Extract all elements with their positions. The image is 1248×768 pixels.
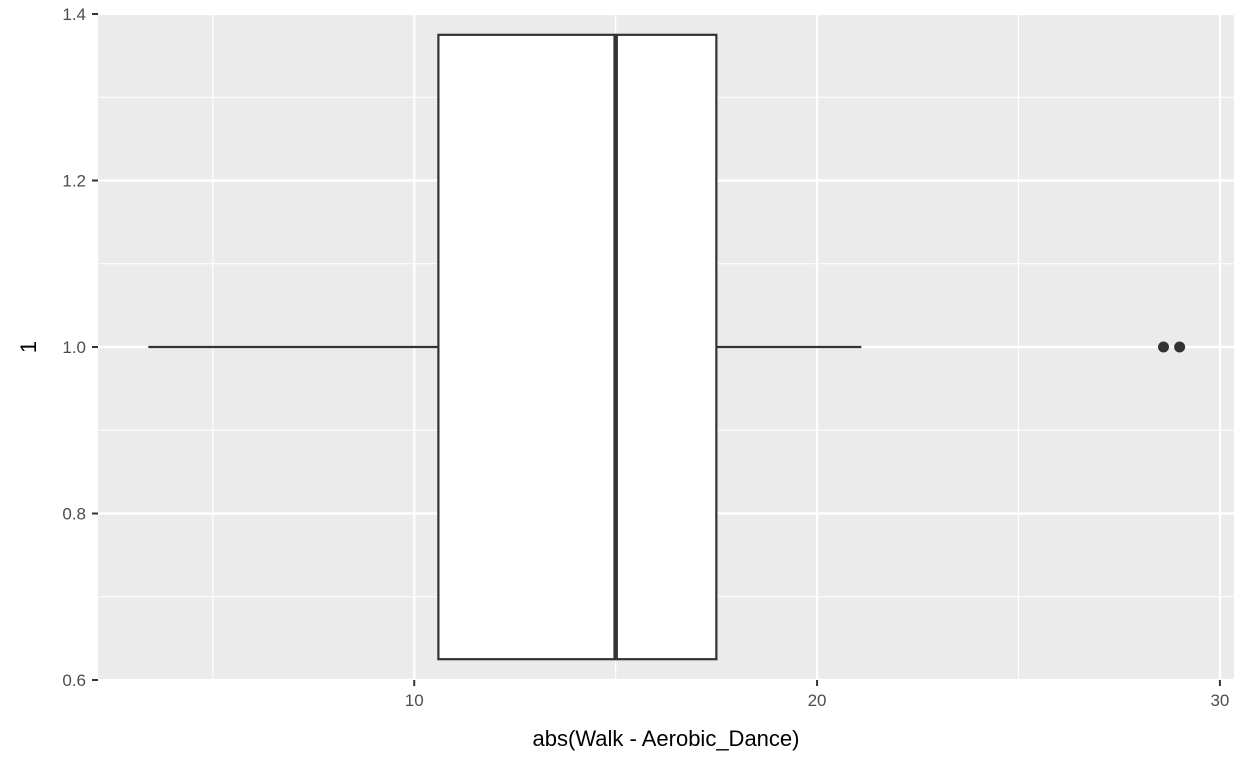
iqr-box [437, 33, 718, 661]
y-tick-label: 0.8 [62, 505, 86, 524]
x-tick-label: 10 [405, 691, 424, 710]
x-axis-title: abs(Walk - Aerobic_Dance) [533, 726, 800, 751]
boxplot-marks [148, 33, 1186, 661]
y-tick-label: 1.4 [62, 5, 86, 24]
outlier-point [1174, 341, 1186, 353]
y-tick-label: 1.0 [62, 338, 86, 357]
x-tick-label: 20 [808, 691, 827, 710]
outlier-point [1158, 341, 1170, 353]
y-axis-title: 1 [16, 341, 41, 353]
y-tick-label: 1.2 [62, 172, 86, 191]
y-tick-label: 0.6 [62, 671, 86, 690]
x-tick-label: 30 [1210, 691, 1229, 710]
axes: 10 20 30 0.6 0.8 1.0 1.2 1.4 [62, 5, 1229, 710]
